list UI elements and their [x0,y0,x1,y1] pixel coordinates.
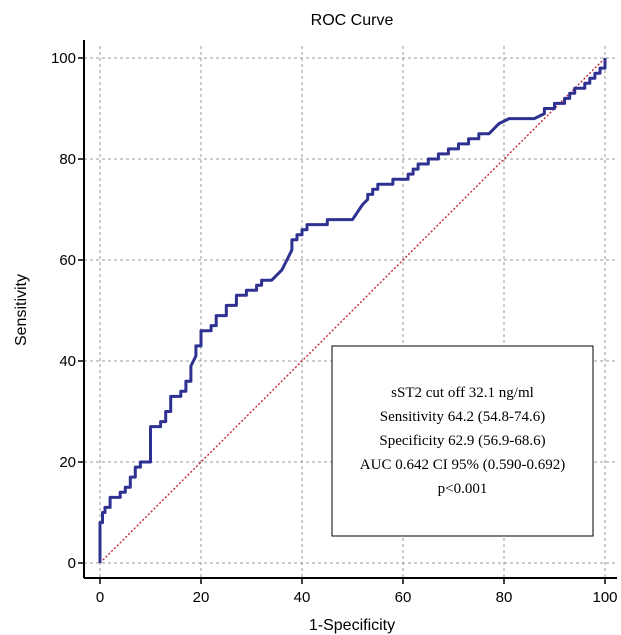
roc-curve-0 [98,58,607,563]
axes [83,40,617,579]
annotation-line-4: p<0.001 [438,481,488,497]
annotation-frame [331,345,594,537]
annotation-line-0: sST2 cut off 32.1 ng/ml [391,385,534,401]
reference-line [99,57,606,564]
y-tick-label-1: 20 [59,454,76,471]
annotation-box: sST2 cut off 32.1 ng/ml Sensitivity 64.2 … [331,345,594,537]
chart-title: ROC Curve [311,12,394,29]
x-axis-label: 1-Specificity [309,617,395,634]
ticks: 0 20 40 60 80 100 0 20 40 60 80 100 [51,50,618,606]
x-tick-label-4: 80 [496,589,513,606]
annotation-line-2: Specificity 62.9 (56.9-68.6) [379,433,545,449]
y-tick-label-0: 0 [68,555,76,572]
y-tick-label-5: 100 [51,50,76,67]
x-tick-label-0: 0 [96,589,104,606]
y-tick-label-3: 60 [59,252,76,269]
series-layer [98,57,607,564]
annotation-line-1: Sensitivity 64.2 (54.8-74.6) [380,409,545,425]
x-tick-label-5: 100 [592,589,617,606]
y-tick-label-4: 80 [59,151,76,168]
x-tick-label-3: 60 [395,589,412,606]
y-axis-label: Sensitivity [13,274,30,346]
y-tick-label-2: 40 [59,353,76,370]
x-tick-label-2: 40 [294,589,311,606]
annotation-line-3: AUC 0.642 CI 95% (0.590-0.692) [360,457,565,473]
x-tick-label-1: 20 [193,589,210,606]
